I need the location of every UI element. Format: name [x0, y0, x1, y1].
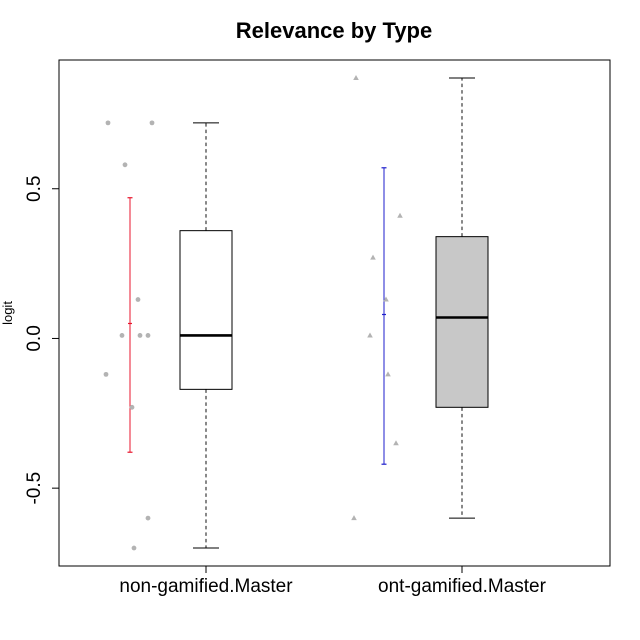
- data-point: [122, 162, 128, 168]
- data-point: [397, 212, 403, 218]
- data-point: [135, 297, 141, 302]
- data-point: [351, 515, 357, 521]
- chart-title: Relevance by Type: [236, 18, 432, 43]
- data-point: [129, 404, 135, 410]
- data-point: [103, 371, 109, 377]
- data-point: [383, 296, 389, 302]
- data-point: [137, 333, 143, 338]
- box-iqr: [179, 230, 233, 390]
- y-axis-label: logit: [0, 301, 15, 325]
- y-tick-label: 0.0: [24, 325, 45, 351]
- points: [103, 74, 403, 551]
- data-point: [145, 333, 151, 338]
- data-point: [145, 515, 151, 521]
- data-point: [370, 254, 376, 260]
- y-tick-label: 0.5: [24, 176, 45, 202]
- data-point: [393, 440, 399, 446]
- interval-2: [381, 167, 387, 465]
- box-1: [179, 122, 233, 549]
- interval-1: [127, 197, 133, 453]
- x-axis: non-gamified.Master ont-gamified.Master: [119, 566, 547, 597]
- data-point: [105, 120, 111, 126]
- y-axis: -0.5 0.0 0.5: [24, 176, 59, 505]
- x-tick-label: non-gamified.Master: [119, 576, 293, 597]
- box-iqr: [435, 236, 489, 408]
- intervals: [127, 167, 387, 465]
- data-point: [367, 332, 373, 338]
- data-point: [131, 545, 137, 551]
- data-point: [385, 371, 391, 377]
- boxes: [179, 77, 489, 549]
- y-tick-label: -0.5: [24, 472, 45, 505]
- data-point: [119, 333, 125, 338]
- data-point: [353, 74, 359, 80]
- box-2: [435, 77, 489, 519]
- x-tick-label: ont-gamified.Master: [378, 576, 547, 597]
- data-point: [149, 120, 155, 126]
- plot-frame: [58, 59, 611, 567]
